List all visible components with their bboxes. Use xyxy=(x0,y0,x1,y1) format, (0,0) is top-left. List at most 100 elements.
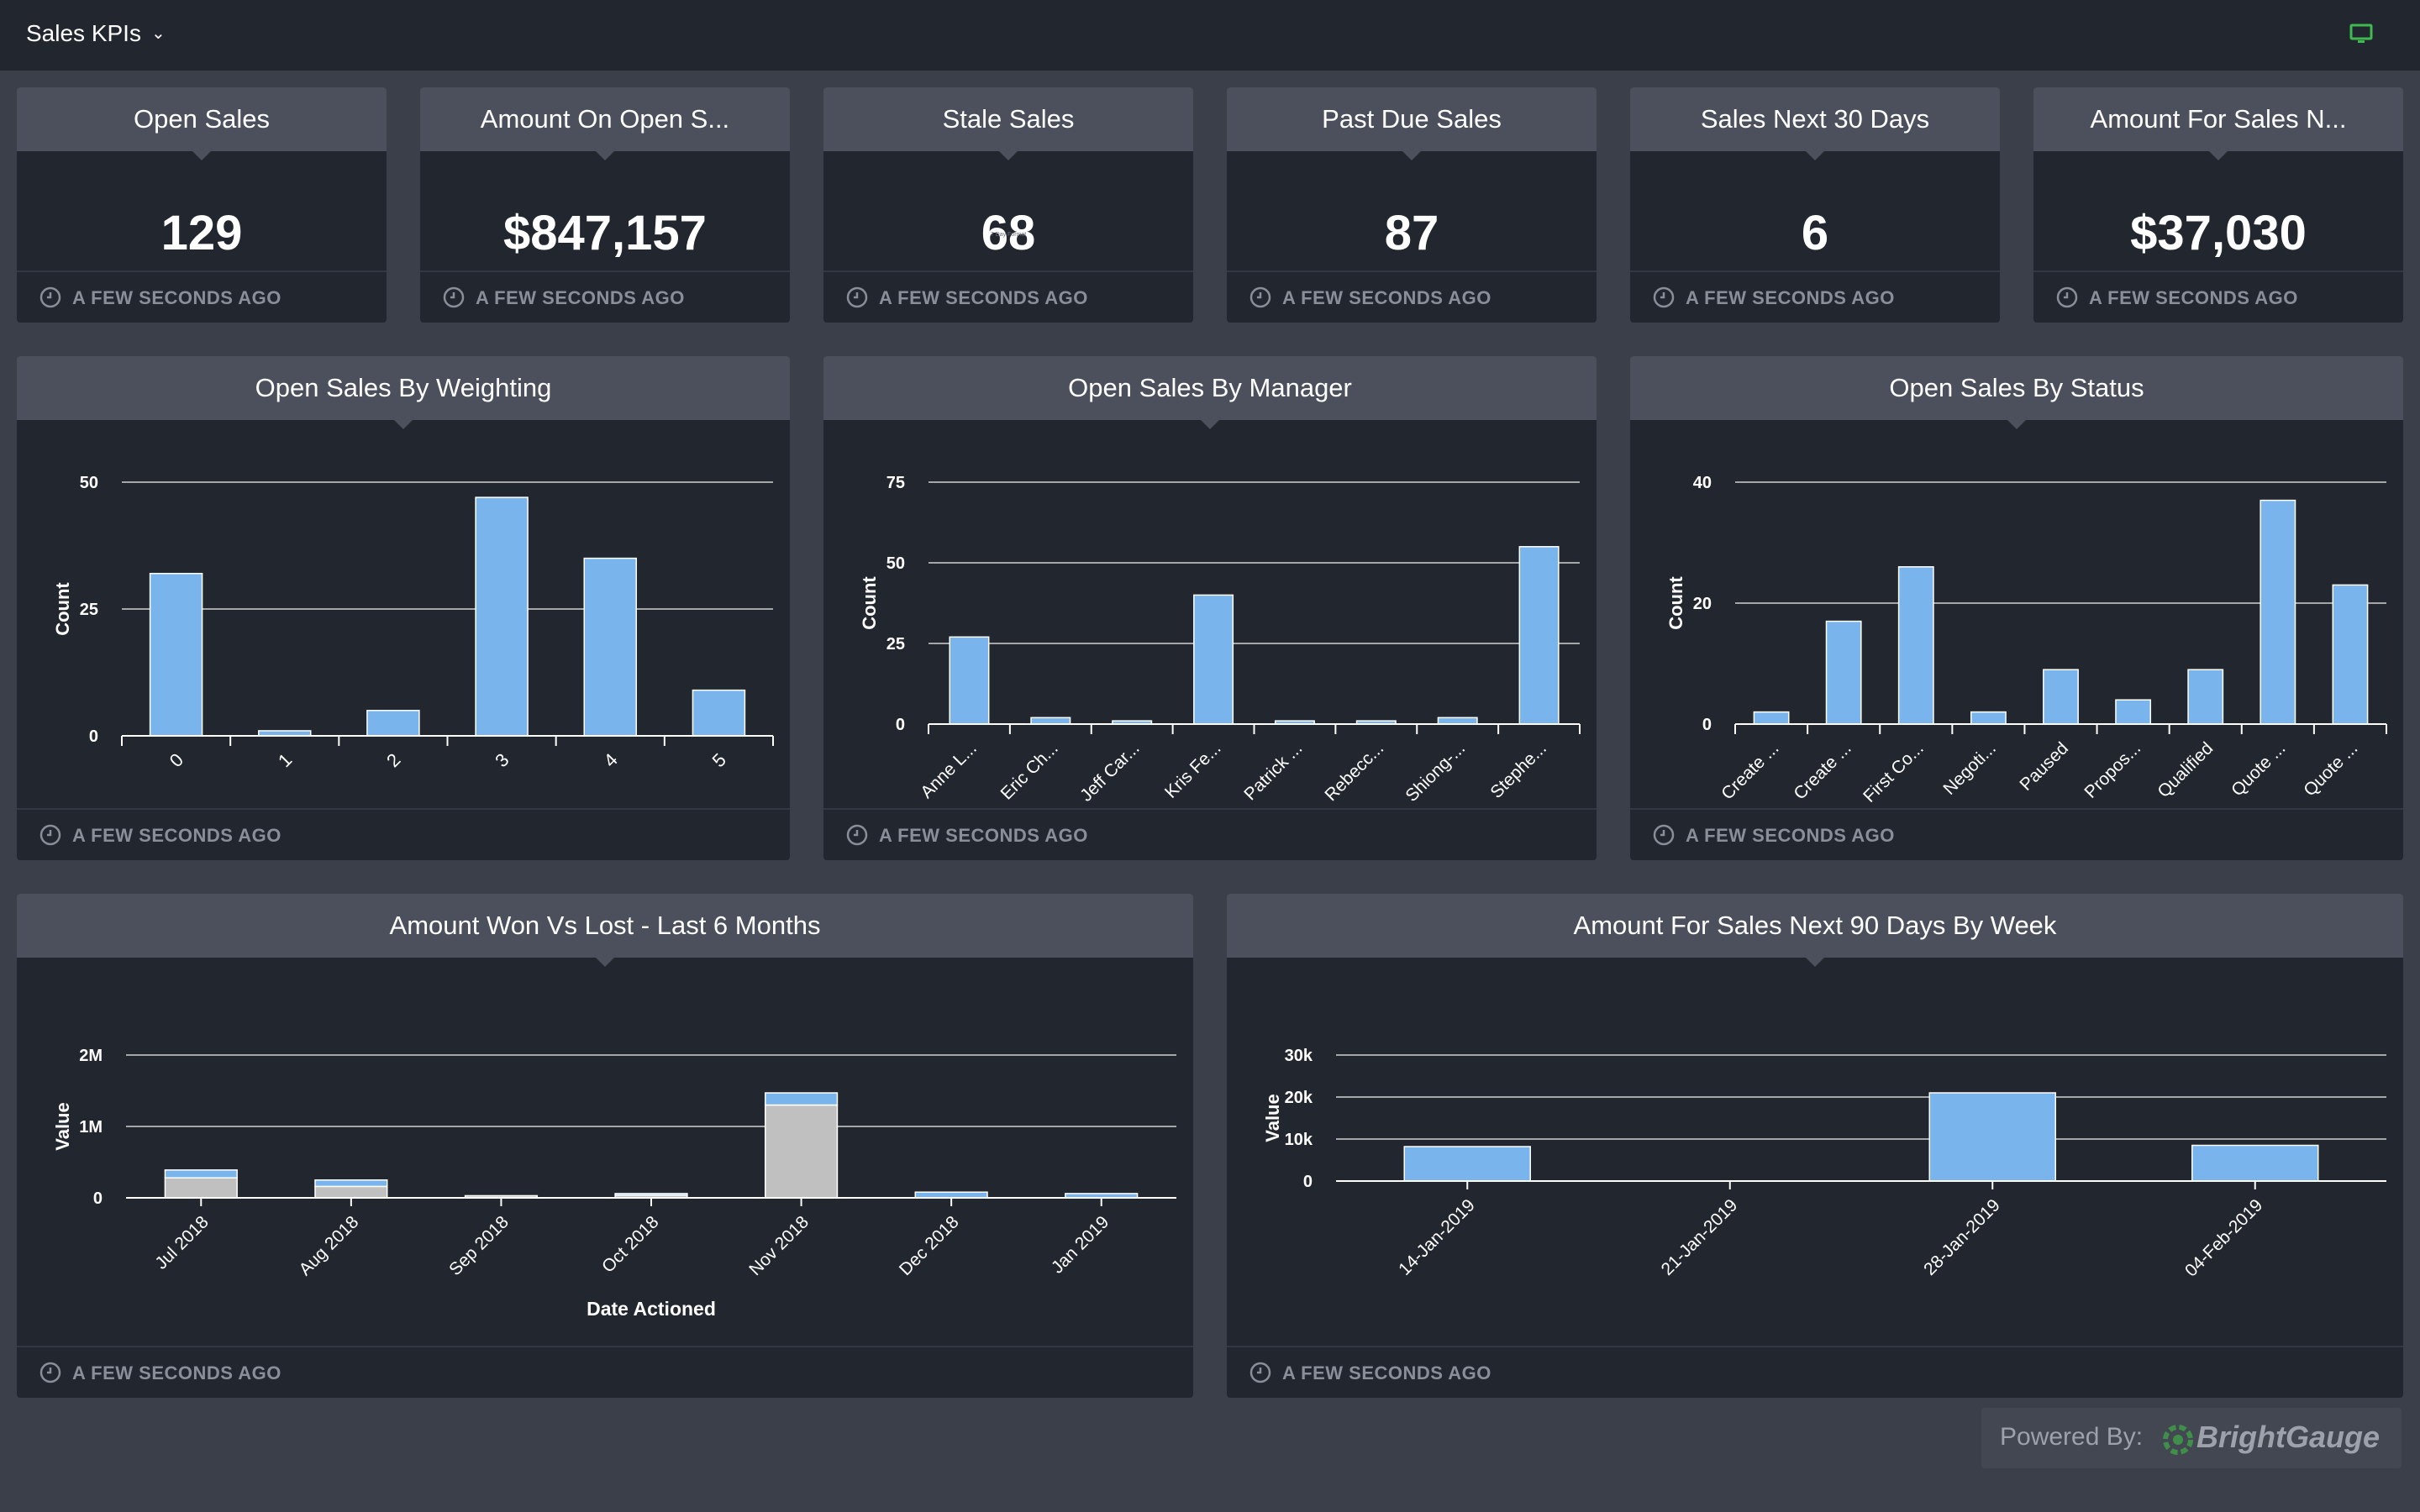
bar xyxy=(1437,717,1478,725)
x-tick-label: 04-Feb-2019 xyxy=(2181,1195,2266,1280)
card-footer: A FEW SECONDS AGO xyxy=(1227,1346,2403,1398)
x-tick-label: 3 xyxy=(491,749,513,771)
kpi-title: Amount For Sales N... xyxy=(2033,87,2403,160)
kpi-value: 129 xyxy=(160,206,243,260)
powered-by-badge[interactable]: Powered By: BrightGauge xyxy=(1981,1408,2402,1468)
y-tick-label: 0 xyxy=(89,727,98,746)
card-footer: A FEW SECONDS AGO xyxy=(17,1346,1193,1398)
chart-title: Amount Won Vs Lost - Last 6 Months xyxy=(17,894,1193,967)
bar xyxy=(949,636,990,725)
bar-lost xyxy=(314,1185,388,1199)
clock-icon xyxy=(443,286,465,308)
y-tick-label: 25 xyxy=(80,601,98,619)
bar xyxy=(366,710,420,737)
monitor-icon[interactable] xyxy=(2349,22,2373,45)
kpi-card: Past Due Sales 87 A FEW SECONDS AGO xyxy=(1227,87,1597,323)
bar-lost xyxy=(764,1104,839,1199)
last-updated: A FEW SECONDS AGO xyxy=(879,287,1088,308)
y-tick-label: 0 xyxy=(896,716,905,734)
clock-icon xyxy=(846,824,868,846)
x-tick-label: Jul 2018 xyxy=(151,1212,212,1273)
x-tick-label: Jan 2019 xyxy=(1048,1212,1113,1277)
kpi-title: Amount On Open S... xyxy=(420,87,790,160)
kpi-title: Past Due Sales xyxy=(1227,87,1597,160)
x-tick-label: Rebecc... xyxy=(1321,738,1387,805)
bar xyxy=(149,572,203,737)
x-tick-label: Create ... xyxy=(1718,738,1782,803)
wonlost-chart-card: Amount Won Vs Lost - Last 6 Months 0 1M 2M… xyxy=(17,894,1193,1398)
x-tick-label: 5 xyxy=(708,749,730,771)
brand-name: BrightGauge xyxy=(2196,1420,2381,1454)
y-axis-label: Count xyxy=(1665,576,1686,630)
bar xyxy=(475,496,529,737)
clock-icon xyxy=(1653,286,1675,308)
clock-icon xyxy=(1653,824,1675,846)
kpi-card: Amount On Open S... $847,157 A FEW SECONDS… xyxy=(420,87,790,323)
bar xyxy=(1897,566,1934,725)
next90-bar-chart: 0 10k 20k 30k Value 14-Jan-2019 21-Jan-2019 28-… xyxy=(1262,1047,2386,1281)
y-tick-label: 30k xyxy=(1285,1047,1313,1065)
dashboard-selector[interactable]: Sales KPIs ⌄ xyxy=(26,20,166,47)
bar xyxy=(692,689,746,737)
bar xyxy=(1030,717,1071,725)
clock-icon xyxy=(2056,286,2078,308)
bar xyxy=(1825,620,1862,725)
bar xyxy=(2043,669,2079,725)
weighting-chart-card: Open Sales By Weighting 0 25 50 Count 0 1 2 3 4 5… xyxy=(17,356,790,860)
wonlost-stacked-chart: 0 1M 2M Value Jul 2018 Aug 2018 Sep 2018 Oct 20… xyxy=(52,1047,1176,1320)
chart-title: Amount For Sales Next 90 Days By Week xyxy=(1227,894,2403,967)
bar xyxy=(1193,594,1234,725)
bar-won xyxy=(764,1092,839,1106)
card-footer: A FEW SECONDS AGO xyxy=(1227,270,1597,323)
x-tick-label: 14-Jan-2019 xyxy=(1395,1195,1479,1279)
kpi-subtext: 7 Day Format xyxy=(990,232,1027,238)
x-tick-label: Anne L... xyxy=(917,738,981,802)
kpi-card: Stale Sales 68 7 Day Format A FEW SECONDS A… xyxy=(823,87,1193,323)
y-tick-label: 0 xyxy=(93,1189,103,1208)
kpi-value: $37,030 xyxy=(2130,206,2307,260)
card-footer: A FEW SECONDS AGO xyxy=(823,808,1597,860)
y-tick-label: 2M xyxy=(79,1047,103,1065)
x-tick-label: 28-Jan-2019 xyxy=(1920,1195,2004,1279)
manager-bar-chart: 0 25 50 75 Count Anne L... Eric Ch... Jeff Car.… xyxy=(859,474,1581,806)
card-footer: A FEW SECONDS AGO xyxy=(2033,270,2403,323)
kpi-card: Open Sales 129 A FEW SECONDS AGO xyxy=(17,87,387,323)
clock-icon xyxy=(39,824,61,846)
y-tick-label: 40 xyxy=(1693,474,1712,492)
last-updated: A FEW SECONDS AGO xyxy=(1686,825,1895,846)
x-tick-label: Qualified xyxy=(2154,738,2217,801)
card-footer: A FEW SECONDS AGO xyxy=(1630,808,2403,860)
x-tick-label: Propos... xyxy=(2081,738,2144,802)
kpi-value: 87 xyxy=(1384,206,1439,260)
clock-icon xyxy=(39,286,61,308)
last-updated: A FEW SECONDS AGO xyxy=(72,1362,281,1383)
brightgauge-logo-icon xyxy=(2163,1425,2193,1455)
last-updated: A FEW SECONDS AGO xyxy=(1282,287,1491,308)
kpi-title: Sales Next 30 Days xyxy=(1630,87,2000,160)
last-updated: A FEW SECONDS AGO xyxy=(2089,287,2298,308)
x-tick-label: Shiong-... xyxy=(1402,738,1469,806)
bar xyxy=(2260,499,2296,725)
card-footer: A FEW SECONDS AGO xyxy=(420,270,790,323)
status-chart-card: Open Sales By Status 0 20 40 Count Create ..… xyxy=(1630,356,2403,860)
y-axis-label: Value xyxy=(52,1102,73,1150)
bar xyxy=(2191,1144,2319,1182)
x-tick-label: Aug 2018 xyxy=(296,1212,363,1279)
x-tick-label: Eric Ch... xyxy=(997,738,1062,803)
card-footer: A FEW SECONDS AGO xyxy=(823,270,1193,323)
kpi-card: Sales Next 30 Days 6 A FEW SECONDS AGO xyxy=(1630,87,2000,323)
y-tick-label: 0 xyxy=(1303,1173,1313,1191)
x-tick-label: Sep 2018 xyxy=(445,1212,513,1279)
clock-icon xyxy=(1249,1362,1271,1383)
x-tick-label: 0 xyxy=(166,749,187,771)
y-tick-label: 10k xyxy=(1285,1131,1313,1149)
bar xyxy=(1403,1146,1531,1182)
chart-title: Open Sales By Status xyxy=(1630,356,2403,429)
dashboard-title: Sales KPIs xyxy=(26,20,141,46)
kpi-value: $847,157 xyxy=(503,206,707,260)
bar xyxy=(2332,584,2369,725)
x-tick-label: 21-Jan-2019 xyxy=(1658,1195,1742,1279)
x-tick-label: Nov 2018 xyxy=(745,1212,813,1279)
y-tick-label: 50 xyxy=(886,554,905,573)
